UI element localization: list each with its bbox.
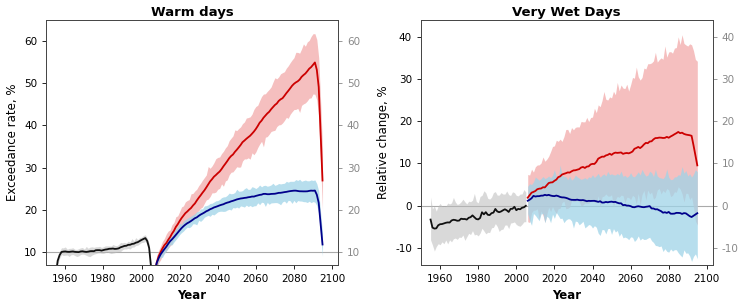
Y-axis label: Exceedance rate, %: Exceedance rate, %	[5, 83, 19, 201]
Title: Warm days: Warm days	[150, 6, 234, 18]
Y-axis label: Relative change, %: Relative change, %	[376, 86, 390, 199]
X-axis label: Year: Year	[178, 290, 207, 302]
Title: Very Wet Days: Very Wet Days	[513, 6, 621, 18]
X-axis label: Year: Year	[552, 290, 581, 302]
